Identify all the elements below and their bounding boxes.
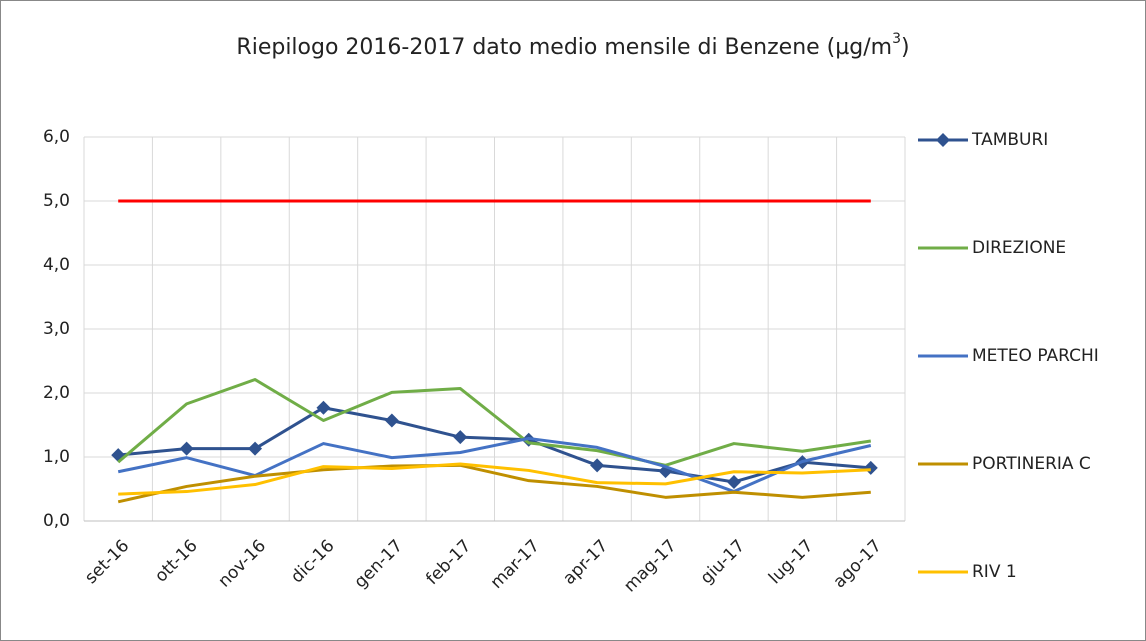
marker	[384, 413, 399, 428]
series-line	[117, 436, 872, 494]
y-tick-label: 3,0	[43, 319, 70, 339]
y-tick-label: 4,0	[43, 255, 70, 275]
marker	[316, 400, 331, 415]
legend-label: TAMBURI	[971, 130, 1048, 150]
title-superscript: 3	[892, 31, 901, 47]
marker	[179, 441, 194, 456]
legend-label: RIV 1	[972, 562, 1017, 582]
marker	[248, 441, 263, 456]
legend-label: PORTINERIA C	[972, 454, 1091, 474]
series-line	[118, 462, 871, 496]
marker	[726, 474, 741, 489]
series-line	[117, 463, 871, 504]
y-tick-label: 2,0	[43, 383, 70, 403]
y-tick-label: 1,0	[43, 447, 70, 467]
marker	[453, 430, 468, 445]
y-tick-label: 6,0	[43, 127, 70, 147]
legend-label: DIREZIONE	[972, 238, 1066, 258]
title-end: )	[901, 35, 910, 60]
chart-title: Riepilogo 2016-2017 dato medio mensile d…	[236, 31, 909, 60]
legend-marker	[936, 133, 950, 147]
y-tick-label: 0,0	[43, 511, 70, 531]
y-tick-label: 5,0	[43, 191, 70, 211]
legend-label: METEO PARCHI	[972, 346, 1099, 366]
marker	[590, 458, 605, 473]
title-main: Riepilogo 2016-2017 dato medio mensile d…	[236, 35, 892, 60]
series-line	[118, 406, 871, 484]
series-line	[117, 378, 872, 467]
